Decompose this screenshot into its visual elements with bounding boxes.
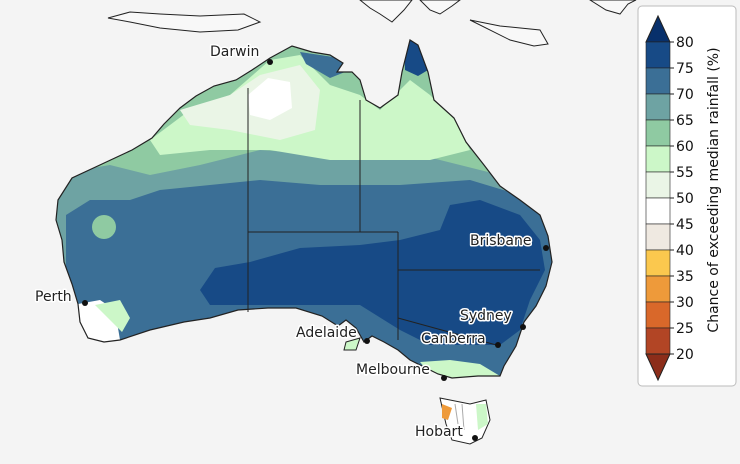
colorbar-tick-label: 70 [676,87,694,103]
legend-title: Chance of exceeding median rainfall (%) [706,47,722,332]
colorbar-tick-label: 45 [676,217,694,233]
colorbar-tick-label: 50 [676,191,694,207]
colorbar-tick-label: 40 [676,243,694,259]
colorbar-tick-label: 65 [676,113,694,129]
city-dot [495,342,501,348]
city-label-brisbane: Brisbane [470,233,532,249]
colorbar-tick-label: 55 [676,165,694,181]
city-dot [472,435,478,441]
islands [343,337,361,351]
city-label-sydney: Sydney [460,308,512,324]
colorbar-swatch [645,301,671,329]
colorbar-tick-label: 60 [676,139,694,155]
tasmania [439,397,491,445]
colorbar-swatch [645,197,671,225]
colorbar-ticks: 80 75 70 65 60 55 50 45 40 35 30 25 20 [670,35,694,363]
colorbar [645,14,671,382]
state-borders [247,88,540,347]
city-markers: Darwin Perth Brisbane Adelaide Sydney Ca… [34,43,549,442]
colorbar-tick-label: 80 [676,35,694,51]
city-dot [267,59,273,65]
colorbar-tick-label: 25 [676,321,694,337]
colorbar-tick-label: 35 [676,269,694,285]
colorbar-swatch [645,327,671,355]
colorbar-tick-label: 30 [676,295,694,311]
colorbar-swatch [645,223,671,251]
colorbar-arrow-bottom [645,353,671,382]
city-dot [82,300,88,306]
colorbar-swatch [645,249,671,277]
city-dot [520,324,526,330]
colorbar-swatch [645,41,671,69]
city-dot [364,338,370,344]
city-label-perth: Perth [35,289,72,305]
colorbar-swatch [645,119,671,147]
city-label-darwin: Darwin [210,44,259,60]
colorbar-swatch [645,93,671,121]
city-label-adelaide: Adelaide [296,325,357,341]
colorbar-swatch [645,275,671,303]
colorbar-tick-label: 75 [676,61,694,77]
neighbour-coastlines [107,0,637,47]
city-label-melbourne: Melbourne [356,362,430,378]
city-label-hobart: Hobart [415,424,463,440]
city-dot [441,375,447,381]
colorbar-swatch [645,67,671,95]
australia-coastline [55,39,553,379]
legend: 80 75 70 65 60 55 50 45 40 35 30 25 20 Chance of exc… [637,5,737,387]
city-dot [543,245,549,251]
colorbar-tick-label: 20 [676,347,694,363]
colorbar-swatch [645,171,671,199]
colorbar-swatch [645,145,671,173]
city-label-canberra: Canberra [421,331,486,347]
